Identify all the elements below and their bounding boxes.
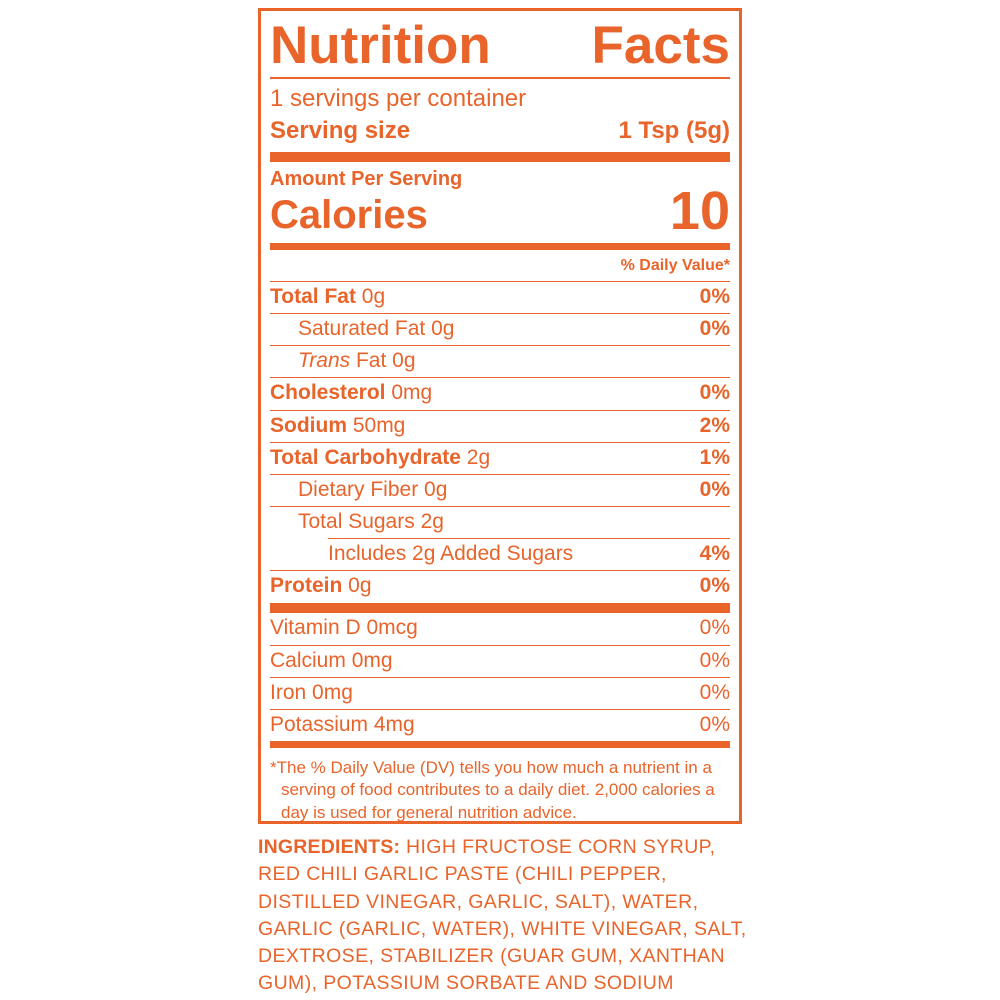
nutrient-row: Includes 2g Added Sugars 4%	[270, 539, 730, 570]
footnote-asterisk: *	[270, 757, 277, 777]
row-divider	[270, 644, 730, 646]
nutrient-name: Iron 0mg	[270, 680, 353, 704]
nutrient-daily-value: 0%	[699, 648, 730, 672]
nutrient-name: Sodium 50mg	[270, 413, 406, 437]
serving-size-value: 1 Tsp (5g)	[618, 116, 730, 144]
nutrient-name: Total Carbohydrate 2g	[270, 445, 491, 469]
nutrient-row: Trans Fat 0g	[270, 346, 730, 377]
serving-size-row: Serving size 1 Tsp (5g)	[270, 116, 730, 144]
calories-left: Amount Per Serving Calories	[270, 168, 462, 235]
panel-title: Nutrition Facts	[270, 15, 730, 80]
nutrient-row: Total Sugars 2g	[270, 507, 730, 538]
calories-label: Calories	[270, 193, 428, 238]
nutrient-row: Sodium 50mg 2%	[270, 411, 730, 442]
nutrient-name: Dietary Fiber 0g	[298, 477, 448, 501]
daily-value-footnote: *The % Daily Value (DV) tells you how mu…	[270, 757, 730, 824]
nutrient-row: Iron 0mg 0%	[270, 678, 730, 709]
row-divider	[270, 570, 730, 572]
nutrient-name: Vitamin D 0mcg	[270, 616, 418, 640]
title-word-nutrition: Nutrition	[270, 16, 491, 75]
nutrient-name: Protein 0g	[270, 574, 372, 598]
nutrient-name: Includes 2g Added Sugars	[328, 542, 574, 566]
nutrient-daily-value: 0%	[699, 285, 730, 309]
thick-separator-bar	[270, 603, 730, 614]
nutrient-name: Cholesterol 0mg	[270, 381, 433, 405]
nutrient-row: Potassium 4mg 0%	[270, 710, 730, 741]
title-word-facts: Facts	[591, 16, 730, 75]
nutrient-daily-value: 0%	[699, 381, 730, 405]
daily-value-header: % Daily Value*	[620, 257, 730, 275]
nutrient-name: Potassium 4mg	[270, 712, 415, 736]
row-divider	[270, 313, 730, 315]
medium-separator-bar	[270, 740, 730, 748]
ingredients-label: INGREDIENTS:	[258, 836, 401, 858]
nutrient-daily-value: 2%	[699, 413, 730, 437]
nutrient-row: Total Fat 0g 0%	[270, 282, 730, 313]
nutrient-name: Calcium 0mg	[270, 648, 393, 672]
nutrient-daily-value: 0%	[699, 616, 730, 640]
nutrition-facts-panel: Nutrition Facts 1 servings per container…	[258, 8, 742, 824]
amount-per-serving-label: Amount Per Serving	[270, 168, 463, 191]
row-divider	[270, 473, 730, 475]
nutrient-row: Total Carbohydrate 2g 1%	[270, 443, 730, 474]
serving-size-label: Serving size	[270, 116, 411, 144]
nutrient-row: Calcium 0mg 0%	[270, 646, 730, 677]
nutrient-daily-value: 0%	[699, 680, 730, 704]
nutrient-name: Saturated Fat 0g	[298, 317, 455, 341]
vitamin-rows: Vitamin D 0mcg 0% Calcium 0mg 0% Iron 0mg 0% P…	[270, 613, 730, 741]
nutrient-daily-value: 0%	[699, 317, 730, 341]
nutrient-name: Total Sugars 2g	[298, 510, 444, 533]
row-divider	[270, 441, 730, 443]
row-divider	[270, 708, 730, 710]
calories-value: 10	[669, 181, 730, 242]
row-divider	[270, 345, 730, 347]
nutrient-row: Dietary Fiber 0g 0%	[270, 475, 730, 506]
row-divider	[328, 538, 730, 540]
nutrient-daily-value: 0%	[699, 477, 730, 501]
row-divider	[270, 409, 730, 411]
row-divider	[270, 676, 730, 678]
nutrient-row: Vitamin D 0mcg 0%	[270, 613, 730, 644]
nutrient-daily-value: 4%	[699, 542, 730, 566]
nutrient-name: Total Fat 0g	[270, 285, 386, 309]
nutrient-daily-value: 1%	[699, 445, 730, 469]
footnote-text: The % Daily Value (DV) tells you how muc…	[276, 757, 715, 822]
ingredients-text: HIGH FRUCTOSE CORN SYRUP, RED CHILI GARL…	[258, 836, 747, 1000]
nutrient-daily-value: 0%	[699, 712, 730, 736]
nutrient-row: Saturated Fat 0g 0%	[270, 314, 730, 345]
nutrient-row: Protein 0g 0%	[270, 571, 730, 602]
nutrient-row: Cholesterol 0mg 0%	[270, 378, 730, 409]
row-divider	[270, 506, 730, 507]
ingredients-paragraph: INGREDIENTS: HIGH FRUCTOSE CORN SYRUP, R…	[258, 834, 758, 1000]
thick-separator-bar	[270, 152, 730, 163]
medium-separator-bar	[270, 243, 730, 251]
nutrient-rows: Total Fat 0g 0% Saturated Fat 0g 0% Trans Fa…	[270, 281, 730, 602]
row-divider	[270, 377, 730, 379]
row-divider	[270, 281, 730, 283]
nutrient-daily-value: 0%	[699, 574, 730, 598]
nutrient-name: Trans Fat 0g	[298, 349, 416, 373]
servings-per-container: 1 servings per container	[270, 85, 527, 113]
calories-block: Amount Per Serving Calories 10	[270, 168, 730, 242]
